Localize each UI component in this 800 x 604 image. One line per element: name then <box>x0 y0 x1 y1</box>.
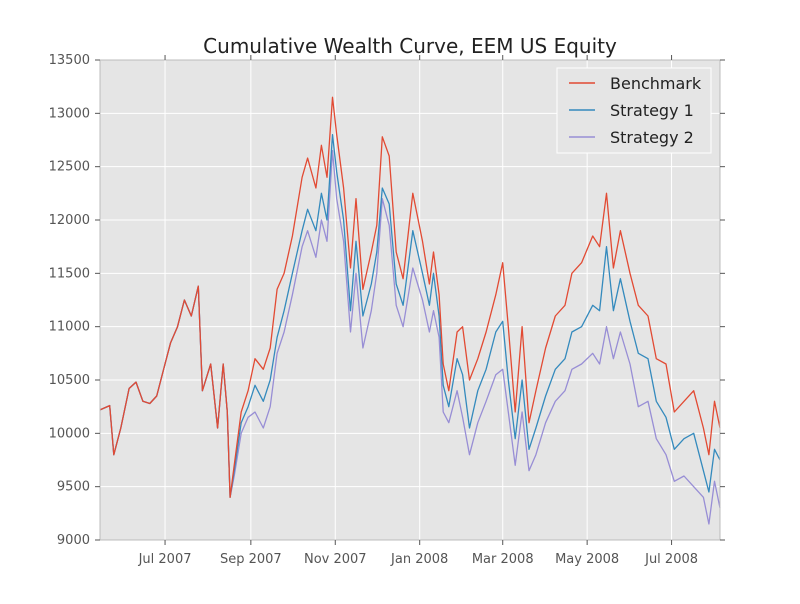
y-tick-label: 11500 <box>49 266 90 281</box>
y-tick-label: 10000 <box>49 426 90 441</box>
legend-label: Benchmark <box>610 74 702 93</box>
series-line-benchmark <box>99 96 721 498</box>
y-tick-label: 10500 <box>49 373 90 388</box>
y-tick-label: 12500 <box>49 160 90 175</box>
x-tick-label: Jan 2008 <box>390 552 448 567</box>
x-tick-label: Jul 2008 <box>644 552 698 567</box>
x-tick-label: Sep 2007 <box>220 552 282 567</box>
legend-label: Strategy 1 <box>610 101 694 120</box>
legend: Benchmark Strategy 1 Strategy 2 <box>556 67 712 154</box>
legend-label: Strategy 2 <box>610 128 694 147</box>
y-tick-label: 9000 <box>57 533 90 548</box>
y-tick-label: 13000 <box>49 106 90 121</box>
y-axis: 9000 9500 10000 10500 11000 11500 12000 12500 13… <box>49 53 725 548</box>
y-tick-label: 12000 <box>49 213 90 228</box>
x-tick-label: Mar 2008 <box>472 552 534 567</box>
y-tick-label: 13500 <box>49 53 90 68</box>
y-tick-label: 11000 <box>49 320 90 335</box>
x-tick-label: Nov 2007 <box>304 552 367 567</box>
y-tick-label: 9500 <box>57 480 90 495</box>
series-layer <box>99 96 721 525</box>
x-tick-label: May 2008 <box>555 552 619 567</box>
x-tick-label: Jul 2007 <box>138 552 192 567</box>
chart-title: Cumulative Wealth Curve, EEM US Equity <box>203 34 617 58</box>
x-axis: Jul 2007 Sep 2007 Nov 2007 Jan 2008 Mar 2008… <box>138 55 698 567</box>
plot-frame <box>99 59 721 541</box>
